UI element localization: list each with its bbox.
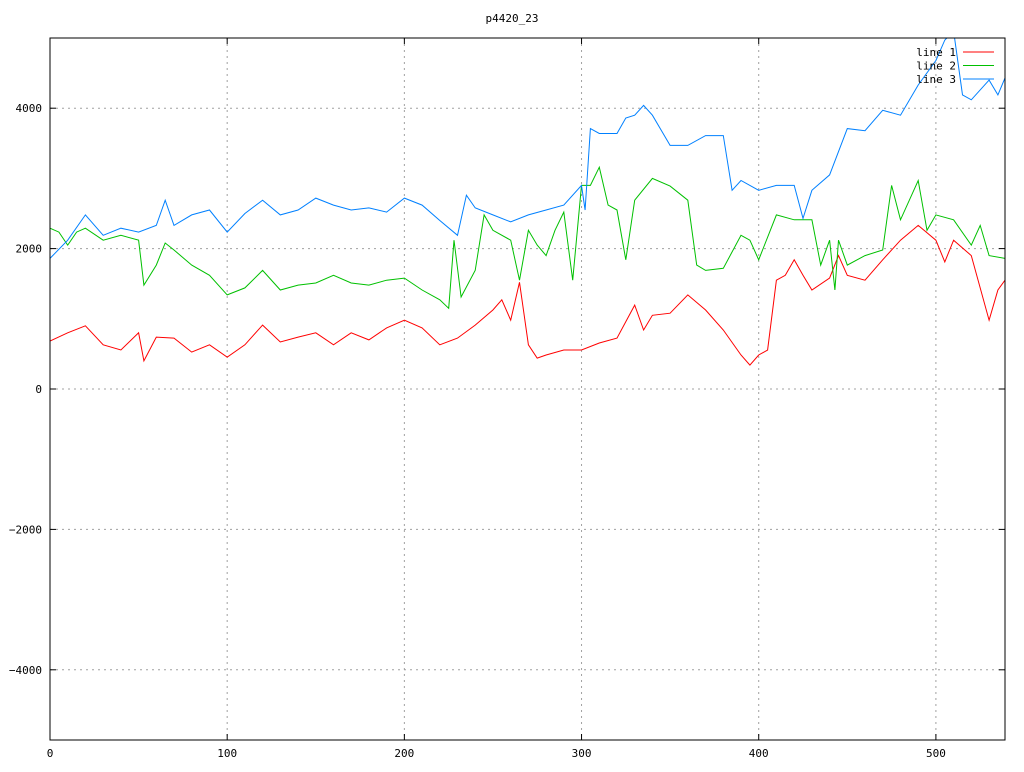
series-line-1 xyxy=(50,224,1005,366)
y-tick-label: 2000 xyxy=(16,243,43,256)
y-tick-label: −2000 xyxy=(9,523,42,536)
legend-label: line 1 xyxy=(916,46,956,59)
legend-label: line 3 xyxy=(916,73,956,86)
legend-label: line 2 xyxy=(916,60,956,73)
x-tick-label: 400 xyxy=(749,747,769,760)
series-lines xyxy=(50,38,1005,366)
x-tick-label: 100 xyxy=(217,747,237,760)
y-tick-label: 4000 xyxy=(16,102,43,115)
x-tick-label: 500 xyxy=(926,747,946,760)
axes: 0 100 200 300 400 500 −4000 −2000 0 2000 4000 xyxy=(9,38,1005,760)
chart-title: p4420_23 xyxy=(486,12,539,25)
x-tick-label: 0 xyxy=(47,747,54,760)
series-line-3 xyxy=(50,38,1005,259)
plot-border xyxy=(49,37,1006,741)
x-tick-label: 300 xyxy=(572,747,592,760)
y-tick-label: 0 xyxy=(35,383,42,396)
grid xyxy=(50,38,1005,740)
series-line-2 xyxy=(50,165,1005,310)
x-tick-label: 200 xyxy=(394,747,414,760)
y-tick-label: −4000 xyxy=(9,664,42,677)
